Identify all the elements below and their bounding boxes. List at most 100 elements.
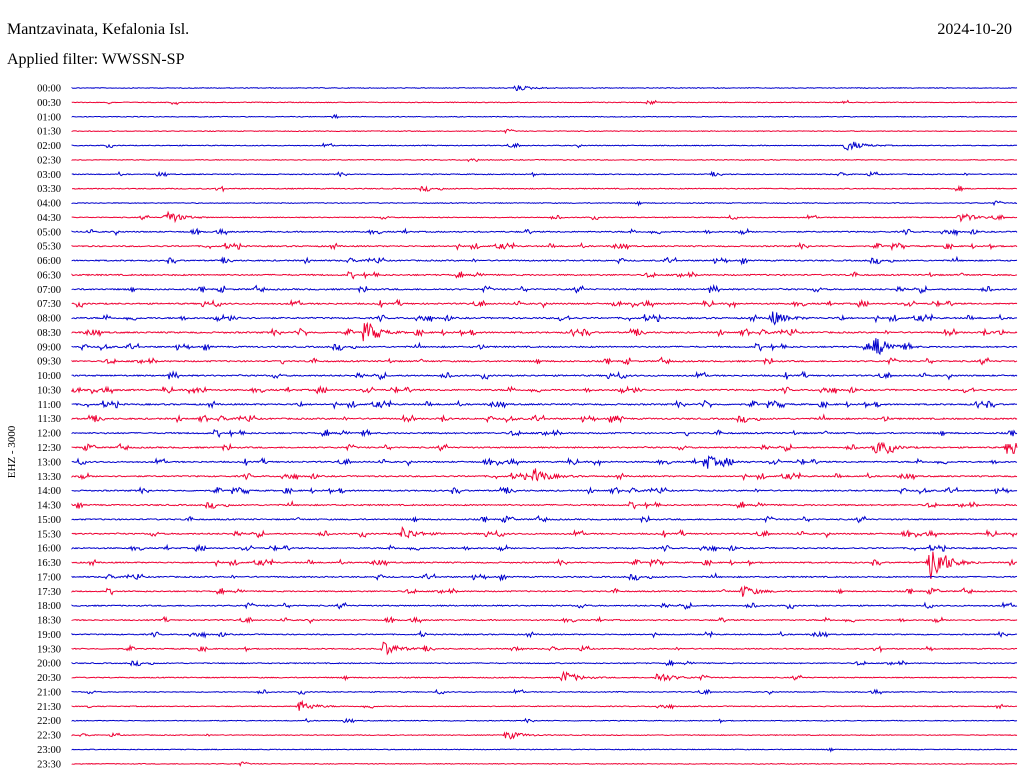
row-label: 17:30 xyxy=(37,587,61,598)
row-label: 22:30 xyxy=(37,731,61,742)
trace-1100 xyxy=(71,399,1018,410)
row-label: 12:30 xyxy=(37,443,61,454)
trace-1430 xyxy=(71,499,1018,510)
row-label: 08:00 xyxy=(37,314,61,325)
traces xyxy=(71,85,1018,767)
trace-0830 xyxy=(71,321,1018,342)
trace-0400 xyxy=(71,200,1018,207)
trace-1600 xyxy=(71,543,1018,553)
row-label: 10:30 xyxy=(37,385,61,396)
trace-2200 xyxy=(71,717,1018,724)
row-label: 09:00 xyxy=(37,342,61,353)
row-label: 01:00 xyxy=(37,112,61,123)
row-label: 10:00 xyxy=(37,371,61,382)
row-label: 01:30 xyxy=(37,127,61,138)
row-label: 13:30 xyxy=(37,472,61,483)
row-label: 20:30 xyxy=(37,673,61,684)
row-label: 06:00 xyxy=(37,256,61,267)
row-label: 02:30 xyxy=(37,155,61,166)
row-label: 05:30 xyxy=(37,242,61,253)
trace-0000 xyxy=(71,85,1018,92)
row-label: 13:00 xyxy=(37,457,61,468)
trace-0230 xyxy=(71,158,1018,163)
row-label: 16:00 xyxy=(37,544,61,555)
trace-0030 xyxy=(71,99,1018,106)
trace-1630 xyxy=(71,551,1018,580)
trace-1400 xyxy=(71,486,1018,495)
row-label: 02:00 xyxy=(37,141,61,152)
row-label: 20:00 xyxy=(37,659,61,670)
row-label: 00:00 xyxy=(37,84,61,95)
row-label: 15:00 xyxy=(37,515,61,526)
row-labels: 00:00 00:30 01:00 01:30 02:00 02:30 03:00 03:30… xyxy=(37,84,61,771)
trace-1830 xyxy=(71,615,1018,625)
trace-1000 xyxy=(71,370,1018,381)
row-label: 07:00 xyxy=(37,285,61,296)
row-label: 03:30 xyxy=(37,184,61,195)
trace-2130 xyxy=(71,699,1018,711)
row-label: 15:30 xyxy=(37,529,61,540)
row-label: 00:30 xyxy=(37,98,61,109)
row-label: 16:30 xyxy=(37,558,61,569)
trace-0630 xyxy=(71,270,1018,280)
row-label: 03:00 xyxy=(37,170,61,181)
row-label: 11:00 xyxy=(37,400,61,411)
row-label: 14:30 xyxy=(37,501,61,512)
trace-1900 xyxy=(71,629,1018,639)
row-label: 07:30 xyxy=(37,299,61,310)
trace-0100 xyxy=(71,113,1018,119)
row-label: 14:00 xyxy=(37,486,61,497)
row-label: 23:30 xyxy=(37,759,61,770)
row-label: 09:30 xyxy=(37,357,61,368)
row-label: 23:00 xyxy=(37,745,61,756)
trace-0700 xyxy=(71,283,1018,295)
trace-0130 xyxy=(71,128,1018,135)
row-label: 19:30 xyxy=(37,644,61,655)
trace-0730 xyxy=(71,298,1018,309)
trace-2100 xyxy=(71,688,1018,696)
row-label: 19:00 xyxy=(37,630,61,641)
trace-1530 xyxy=(71,525,1018,539)
trace-1030 xyxy=(71,385,1018,395)
trace-0300 xyxy=(71,170,1018,178)
trace-1300 xyxy=(71,455,1018,469)
trace-1930 xyxy=(71,641,1018,656)
trace-0200 xyxy=(71,141,1018,151)
row-label: 06:30 xyxy=(37,270,61,281)
trace-2300 xyxy=(71,747,1018,753)
trace-1330 xyxy=(71,468,1018,482)
station-title: Mantzavinata, Kefalonia Isl. xyxy=(7,21,190,38)
trace-1130 xyxy=(71,413,1018,424)
trace-0530 xyxy=(71,241,1018,252)
trace-1700 xyxy=(71,572,1018,582)
trace-2030 xyxy=(71,670,1018,682)
row-label: 18:00 xyxy=(37,601,61,612)
date-label: 2024-10-20 xyxy=(937,21,1012,38)
filter-label: Applied filter: WWSSN-SP xyxy=(7,51,185,68)
trace-0330 xyxy=(71,184,1018,193)
trace-1800 xyxy=(71,601,1018,610)
trace-2330 xyxy=(71,761,1018,767)
row-label: 08:30 xyxy=(37,328,61,339)
row-label: 12:00 xyxy=(37,429,61,440)
trace-2230 xyxy=(71,731,1018,740)
row-label: 04:00 xyxy=(37,199,61,210)
trace-1730 xyxy=(71,585,1018,597)
row-label: 17:00 xyxy=(37,572,61,583)
row-label: 21:00 xyxy=(37,687,61,698)
trace-1500 xyxy=(71,514,1018,524)
trace-0430 xyxy=(71,210,1018,224)
trace-2000 xyxy=(71,659,1018,667)
row-label: 21:30 xyxy=(37,702,61,713)
trace-0930 xyxy=(71,356,1018,366)
row-label: 22:00 xyxy=(37,716,61,727)
row-label: 18:30 xyxy=(37,616,61,627)
trace-1230 xyxy=(71,441,1018,455)
trace-0900 xyxy=(71,338,1018,356)
trace-1200 xyxy=(71,428,1018,438)
row-label: 05:00 xyxy=(37,227,61,238)
row-label: 11:30 xyxy=(37,414,61,425)
row-label: 04:30 xyxy=(37,213,61,224)
trace-0600 xyxy=(71,255,1018,266)
